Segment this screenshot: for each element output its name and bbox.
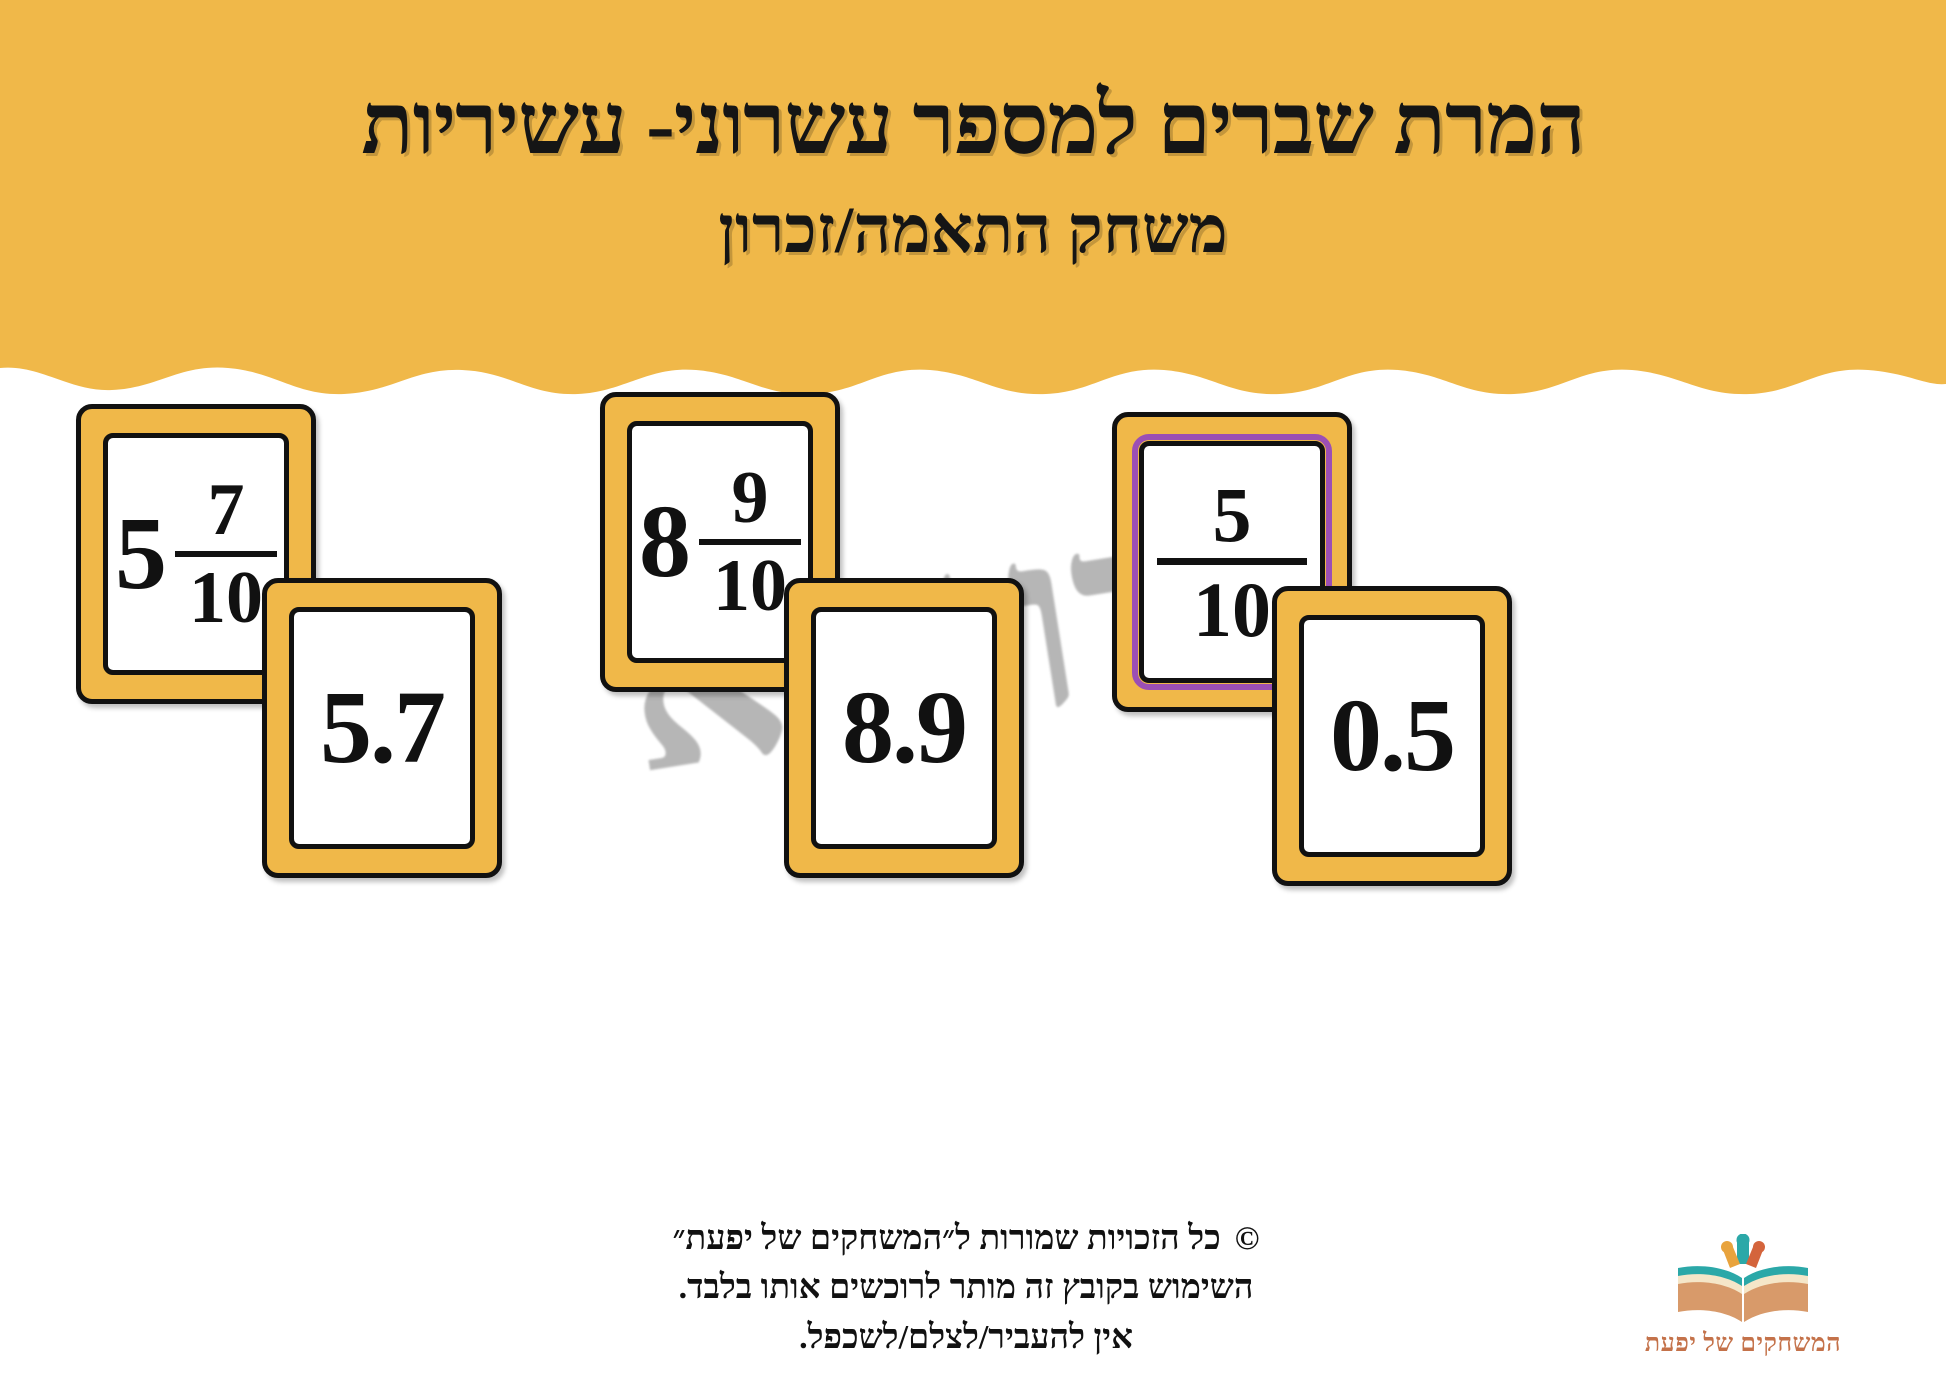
page-subtitle: משחק התאמה/זכרון (718, 193, 1228, 267)
decimal-value: 0.5 (1330, 678, 1456, 793)
fraction: 5 10 (1157, 470, 1307, 653)
mixed-number: 5 7 10 (115, 473, 277, 635)
card-inner-face: 5.7 (289, 607, 475, 849)
copyright-block: © כל הזכויות שמורות ל״המשחקים של יפעת״ הש… (466, 1214, 1466, 1362)
copyright-line-2: השימוש בקובץ זה מותר לרוכשים אותו בלבד. (678, 1269, 1254, 1307)
fraction-numerator: 9 (731, 457, 769, 539)
brand-logo-text: המשחקים של יפעת (1644, 1330, 1842, 1357)
fraction: 7 10 (175, 473, 277, 635)
header-title-group: המרת שברים למספר עשרוני- עשיריות משחק הת… (0, 0, 1946, 380)
fraction-denominator: 10 (1193, 565, 1271, 653)
page-title: המרת שברים למספר עשרוני- עשיריות (361, 76, 1585, 172)
fraction-bar (699, 539, 801, 545)
whole-number: 8 (639, 484, 691, 599)
decimal-value: 8.9 (842, 670, 968, 785)
header-wave-divider (0, 362, 1946, 430)
card-inner-face: 5 7 10 (103, 433, 289, 675)
whole-number: 5 (115, 496, 167, 611)
open-book-icon (1678, 1234, 1808, 1322)
fraction-bar (1157, 557, 1307, 565)
card-decimal-0-5[interactable]: 0.5 (1272, 586, 1512, 886)
decimal-value: 5.7 (320, 670, 446, 785)
fraction-numerator: 5 (1212, 470, 1252, 558)
card-decimal-8-9[interactable]: 8.9 (784, 578, 1024, 878)
card-inner-face: 0.5 (1299, 615, 1485, 857)
copyright-icon: © (1234, 1220, 1260, 1257)
fraction-bar (175, 551, 277, 557)
copyright-line-1-text: כל הזכויות שמורות ל״המשחקים של יפעת״ (672, 1219, 1221, 1257)
fraction-denominator: 10 (713, 545, 787, 627)
header-banner: המרת שברים למספר עשרוני- עשיריות משחק הת… (0, 0, 1946, 430)
card-inner-face: 8.9 (811, 607, 997, 849)
fraction: 9 10 (699, 461, 801, 623)
brand-logo: המשחקים של יפעת (1618, 1208, 1868, 1358)
mixed-number: 8 9 10 (639, 461, 801, 623)
copyright-line-3: אין להעביר/לצלם/לשכפל. (799, 1318, 1133, 1356)
copyright-line-1: © כל הזכויות שמורות ל״המשחקים של יפעת״ (466, 1214, 1466, 1264)
fraction-denominator: 10 (189, 557, 263, 639)
card-mixed-fraction-8-9-10[interactable]: 8 9 10 (600, 392, 840, 692)
fraction-numerator: 7 (207, 469, 245, 551)
card-inner-face: 8 9 10 (627, 421, 813, 663)
card-decimal-5-7[interactable]: 5.7 (262, 578, 502, 878)
